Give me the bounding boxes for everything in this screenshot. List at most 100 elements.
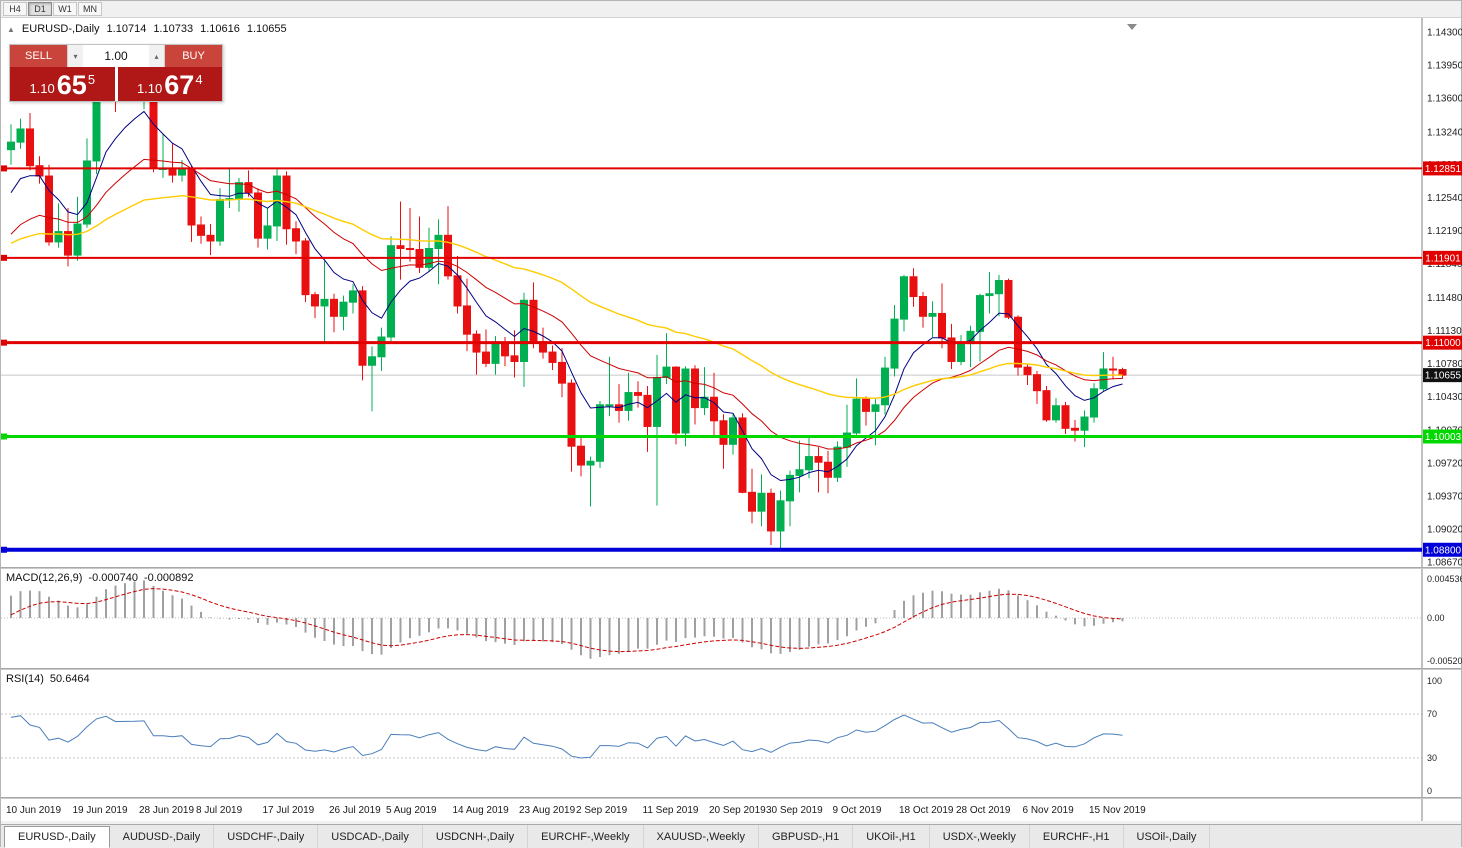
- rsi-line: [10, 714, 1123, 759]
- price-tick-label: 1.09370: [1427, 492, 1462, 503]
- sell-price-pip: 5: [87, 72, 96, 87]
- date-axis-labels: 10 Jun 2019 19 Jun 2019 28 Jun 2019 8 Jul 2…: [6, 799, 1423, 821]
- chart-tab[interactable]: USDCHF-,Daily: [214, 825, 319, 848]
- chevron-up-icon: ▴: [154, 51, 159, 61]
- panel-splitter[interactable]: [1, 567, 1461, 569]
- price-badge-label: 1.11901: [1425, 253, 1461, 264]
- date-label: 8 Jul 2019: [196, 805, 243, 816]
- price-tick-label: 1.08670: [1427, 558, 1462, 568]
- macd-chart[interactable]: 0.004536 0.00 -0.005205: [1, 569, 1462, 668]
- macd-signal-line: [10, 588, 1123, 653]
- macd-histogram: [10, 580, 1124, 659]
- chevron-down-icon: ▾: [73, 51, 78, 61]
- macd-axis-bottom: -0.005205: [1427, 656, 1462, 666]
- rsi-name: RSI(14): [6, 673, 44, 685]
- timeframe-button-w1[interactable]: W1: [53, 2, 77, 16]
- chart-tab[interactable]: EURCHF-,H1: [1030, 825, 1124, 848]
- price-tick-label: 1.13240: [1427, 127, 1462, 138]
- panel-splitter[interactable]: [1, 668, 1461, 670]
- chart-title: EURUSD-,Daily: [21, 23, 100, 35]
- timeframe-button-h4[interactable]: H4: [3, 2, 27, 16]
- price-tick-label: 1.09020: [1427, 525, 1462, 536]
- chart-tab[interactable]: AUDUSD-,Daily: [110, 825, 215, 848]
- line-anchor[interactable]: [1, 254, 7, 261]
- line-anchor[interactable]: [1, 546, 7, 553]
- price-tick-label: 1.10780: [1427, 359, 1462, 370]
- buy-price-box[interactable]: 1.10 67 4: [117, 67, 222, 101]
- macd-label: MACD(12,26,9) -0.000740 -0.000892: [6, 572, 194, 584]
- moving-average-21: [10, 158, 1123, 450]
- panel-splitter[interactable]: [1, 797, 1461, 799]
- collapse-panel-icon[interactable]: ▲: [7, 24, 15, 34]
- date-label: 30 Sep 2019: [766, 805, 823, 816]
- chart-tab[interactable]: USDCNH-,Daily: [423, 825, 529, 848]
- price-badge: [1423, 161, 1462, 176]
- chart-tab[interactable]: UKOil-,H1: [853, 825, 930, 848]
- date-label: 15 Nov 2019: [1089, 805, 1146, 816]
- volume-increase-button[interactable]: ▴: [149, 45, 164, 67]
- buy-price-head: 1.10: [136, 81, 163, 96]
- price-badge: [1423, 429, 1462, 444]
- ohlc-close: 1.10655: [246, 23, 287, 35]
- chart-tab[interactable]: EURUSD-,Daily: [4, 826, 110, 848]
- date-label: 28 Jun 2019: [139, 805, 194, 816]
- date-label: 23 Aug 2019: [519, 805, 576, 816]
- price-tick-label: 1.12540: [1427, 193, 1462, 204]
- timeframe-button-mn[interactable]: MN: [78, 2, 102, 16]
- timeframe-button-d1[interactable]: D1: [28, 2, 52, 16]
- date-axis[interactable]: 10 Jun 2019 19 Jun 2019 28 Jun 2019 8 Jul 2…: [1, 799, 1461, 821]
- date-label: 17 Jul 2019: [263, 805, 315, 816]
- sell-button[interactable]: SELL: [10, 45, 67, 67]
- price-badge: [1423, 542, 1462, 557]
- chart-shift-icon[interactable]: [1127, 24, 1137, 30]
- sell-price-big: 65: [56, 70, 87, 100]
- line-anchor[interactable]: [1, 339, 7, 346]
- chart-tab[interactable]: USDX-,Weekly: [930, 825, 1030, 848]
- macd-value-signal: -0.000892: [143, 572, 194, 584]
- chart-tab[interactable]: GBPUSD-,H1: [759, 825, 854, 848]
- price-badge-label: 1.10003: [1425, 432, 1462, 443]
- buy-price-big: 67: [164, 70, 195, 100]
- buy-button[interactable]: BUY: [165, 45, 222, 67]
- macd-name: MACD(12,26,9): [6, 572, 83, 584]
- line-anchor[interactable]: [1, 165, 7, 172]
- ohlc-low: 1.10616: [200, 23, 240, 35]
- volume-control: ▾ ▴: [67, 45, 165, 67]
- price-tick-label: 1.13600: [1427, 93, 1462, 104]
- chart-tab[interactable]: XAUUSD-,Weekly: [644, 825, 759, 848]
- rsi-chart[interactable]: 100 70 30 0: [1, 670, 1462, 797]
- price-badge: [1423, 335, 1462, 350]
- chart-tab[interactable]: EURCHF-,Weekly: [528, 825, 644, 848]
- date-label: 6 Nov 2019: [1023, 805, 1075, 816]
- date-label: 26 Jul 2019: [329, 805, 381, 816]
- chart-tab[interactable]: USDCAD-,Daily: [318, 825, 423, 848]
- chart-tab[interactable]: USOil-,Daily: [1124, 825, 1211, 848]
- main-chart[interactable]: 1.143001.139501.136001.132401.128901.125…: [1, 18, 1462, 567]
- rsi-axis-label: 30: [1427, 753, 1437, 763]
- main-chart-panel: 1.143001.139501.136001.132401.128901.125…: [1, 18, 1462, 567]
- chart-ohlc-header: ▲ EURUSD-,Daily 1.10714 1.10733 1.10616 …: [7, 23, 287, 35]
- candles: [7, 48, 1127, 551]
- price-tick-label: 1.12190: [1427, 226, 1462, 237]
- date-label: 28 Oct 2019: [956, 805, 1011, 816]
- price-badge: [1423, 250, 1462, 265]
- ohlc-open: 1.10714: [106, 23, 147, 35]
- sell-price-box[interactable]: 1.10 65 5: [10, 67, 115, 101]
- volume-input[interactable]: [83, 45, 149, 67]
- rsi-axis-label: 70: [1427, 709, 1437, 719]
- current-price-badge: [1423, 368, 1462, 383]
- macd-axis-top: 0.004536: [1427, 574, 1462, 584]
- rsi-axis-label: 100: [1427, 676, 1442, 686]
- price-badge-label: 1.11000: [1425, 338, 1461, 349]
- date-label: 2 Sep 2019: [576, 805, 628, 816]
- volume-decrease-button[interactable]: ▾: [68, 45, 83, 67]
- date-label: 10 Jun 2019: [6, 805, 61, 816]
- line-anchor[interactable]: [1, 433, 7, 440]
- date-label: 5 Aug 2019: [386, 805, 437, 816]
- ohlc-high: 1.10733: [153, 23, 194, 35]
- sell-price-head: 1.10: [29, 81, 55, 96]
- moving-average-50: [10, 194, 1123, 400]
- chart-window: 1.143001.139501.136001.132401.128901.125…: [1, 18, 1462, 821]
